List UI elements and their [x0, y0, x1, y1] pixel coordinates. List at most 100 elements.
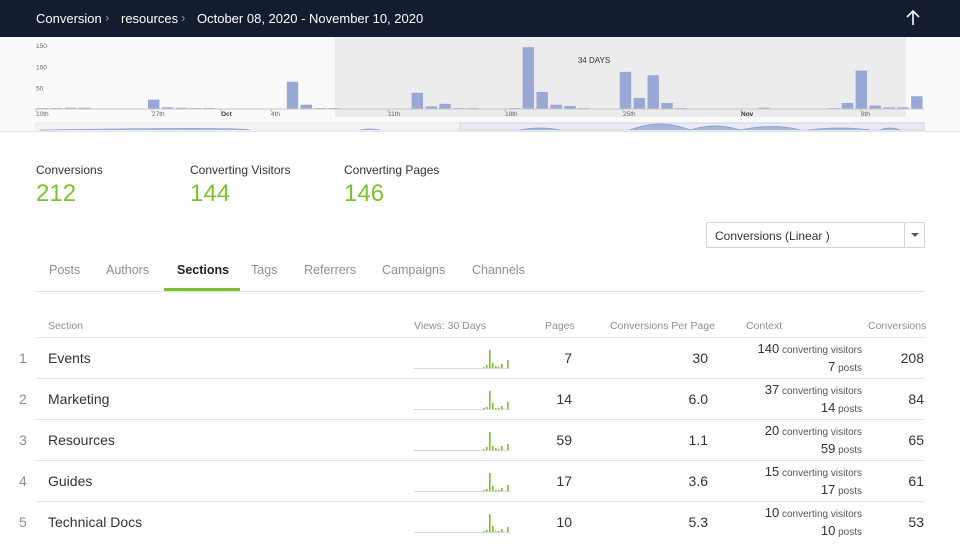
sparkline-bar	[495, 531, 497, 532]
overview-bar[interactable]	[286, 81, 299, 109]
x-tick-label: 27th	[152, 111, 165, 118]
row-divider	[36, 501, 925, 502]
section-name-link[interactable]: Marketing	[48, 391, 110, 407]
sparkline-bar	[483, 449, 485, 450]
chevron-down-icon[interactable]	[904, 223, 924, 247]
overview-bar[interactable]	[550, 104, 562, 109]
conversions-per-page-value: 5.3	[688, 514, 708, 530]
conversions-per-page-value: 6.0	[688, 391, 708, 407]
overview-bar[interactable]	[161, 107, 174, 109]
conversions-per-page-value: 3.6	[688, 473, 708, 489]
tab-referrers[interactable]: Referrers	[304, 263, 357, 277]
tab-posts[interactable]: Posts	[49, 263, 81, 277]
overview-bar[interactable]	[647, 75, 659, 109]
context-posts-count: 59	[820, 441, 836, 456]
column-header-section[interactable]: Section	[48, 320, 84, 332]
context-posts-label: posts	[838, 486, 862, 497]
breadcrumb-conversion[interactable]: Conversion	[36, 11, 102, 26]
attribution-model-select[interactable]: Conversions (Linear )	[706, 222, 925, 248]
overview-bar[interactable]	[425, 106, 437, 109]
overview-bar[interactable]	[300, 104, 312, 109]
overview-bar[interactable]	[633, 97, 645, 109]
overview-bar[interactable]	[411, 92, 423, 109]
x-tick-label: Oct	[221, 111, 233, 118]
overview-bar[interactable]	[619, 71, 632, 109]
row-divider	[36, 419, 925, 420]
sparkline-bar	[507, 402, 509, 409]
overview-bar[interactable]	[439, 103, 451, 109]
overview-bar[interactable]	[522, 47, 534, 109]
chevron-right-icon: ›	[105, 10, 110, 25]
column-header-views[interactable]: Views: 30 Days	[414, 320, 487, 332]
column-header-pages[interactable]: Pages	[545, 320, 575, 332]
section-name-link[interactable]: Guides	[48, 473, 93, 489]
tab-tags[interactable]: Tags	[251, 263, 278, 277]
overview-bar[interactable]	[564, 106, 576, 109]
table-row[interactable]: 2 Marketing 14 6.0 37 converting visitors 14 …	[0, 378, 960, 419]
sparkline-bar	[489, 432, 491, 450]
overview-bar[interactable]	[883, 107, 895, 109]
context-posts-label: posts	[838, 363, 862, 374]
overview-bar[interactable]	[148, 99, 160, 109]
column-header-context[interactable]: Context	[746, 320, 783, 332]
sparkline-bar	[489, 391, 491, 409]
context-visitors-label: converting visitors	[781, 509, 862, 520]
kpi-converting-visitors: Converting Visitors 144	[190, 163, 340, 208]
sparkline-bar	[486, 489, 488, 491]
overview-bar[interactable]	[536, 91, 548, 109]
tab-sections[interactable]: Sections	[177, 263, 230, 277]
kpi-conversions: Conversions 212	[36, 163, 186, 208]
tab-channels[interactable]: Channels	[472, 263, 525, 277]
pages-value: 7	[564, 350, 572, 366]
sparkline-bar	[486, 530, 488, 532]
overview-bar[interactable]	[869, 105, 881, 109]
sparkline-bar	[501, 488, 503, 491]
overview-bar[interactable]	[64, 107, 77, 109]
overview-bar[interactable]	[855, 70, 867, 109]
overview-chart-svg[interactable]: 150 100 50 10th 27th Oct 4th 11th 18th 25th Nov 8t…	[0, 37, 960, 132]
mini-timeline-wave	[39, 123, 901, 131]
sparkline-bar	[501, 446, 503, 450]
overview-bar[interactable]	[897, 107, 909, 109]
table-row[interactable]: 3 Resources 59 1.1 20 converting visitors 59 …	[0, 419, 960, 460]
sparkline-bar	[501, 364, 503, 368]
x-tick-label: 8th	[861, 111, 870, 118]
table-row[interactable]: 5 Technical Docs 10 5.3 10 converting visito…	[0, 501, 960, 542]
overview-bar[interactable]	[841, 103, 854, 109]
overview-bar[interactable]	[758, 107, 770, 109]
context-cell: 15 converting visitors 17 posts	[700, 464, 862, 500]
context-posts-label: posts	[838, 527, 862, 538]
column-header-conversions[interactable]: Conversions	[868, 320, 927, 332]
table-row[interactable]: 1 Events 7 30 140 converting visitors 7 posts…	[0, 337, 960, 378]
views-sparkline	[414, 350, 510, 369]
section-name-link[interactable]: Resources	[48, 432, 115, 448]
sparkline-bar	[492, 363, 494, 368]
context-visitors-label: converting visitors	[781, 345, 862, 356]
sparkline-bar	[486, 447, 488, 450]
table-row[interactable]: 4 Guides 17 3.6 15 converting visitors 17 pos…	[0, 460, 960, 501]
overview-bar[interactable]	[661, 103, 673, 109]
views-sparkline	[414, 432, 510, 451]
sparkline-bar	[483, 408, 485, 409]
sparkline-bar	[495, 490, 497, 491]
tab-campaigns[interactable]: Campaigns	[382, 263, 446, 277]
breadcrumb-resources[interactable]: resources	[121, 11, 179, 26]
section-name-link[interactable]: Events	[48, 350, 91, 366]
row-rank: 4	[19, 473, 27, 489]
context-visitors-label: converting visitors	[781, 386, 862, 397]
sparkline-bar	[492, 486, 494, 491]
arrow-up-icon[interactable]	[904, 9, 922, 27]
breadcrumb-date-range[interactable]: October 08, 2020 - November 10, 2020	[197, 11, 424, 26]
overview-bar[interactable]	[78, 107, 90, 109]
column-header-conversions-per-page[interactable]: Conversions Per Page	[610, 320, 716, 332]
overview-bar[interactable]	[175, 107, 188, 109]
sparkline-bar	[507, 527, 509, 532]
kpi-value: 144	[190, 180, 231, 207]
pages-value: 59	[556, 432, 572, 448]
selection-days-label: 34 DAYS	[578, 56, 610, 65]
tab-authors[interactable]: Authors	[106, 263, 150, 277]
overview-bar[interactable]	[911, 96, 923, 109]
section-name-link[interactable]: Technical Docs	[48, 514, 143, 530]
overview-chart[interactable]: 150 100 50 10th 27th Oct 4th 11th 18th 25th Nov 8t…	[0, 37, 960, 132]
sparkline-bar	[483, 367, 485, 368]
